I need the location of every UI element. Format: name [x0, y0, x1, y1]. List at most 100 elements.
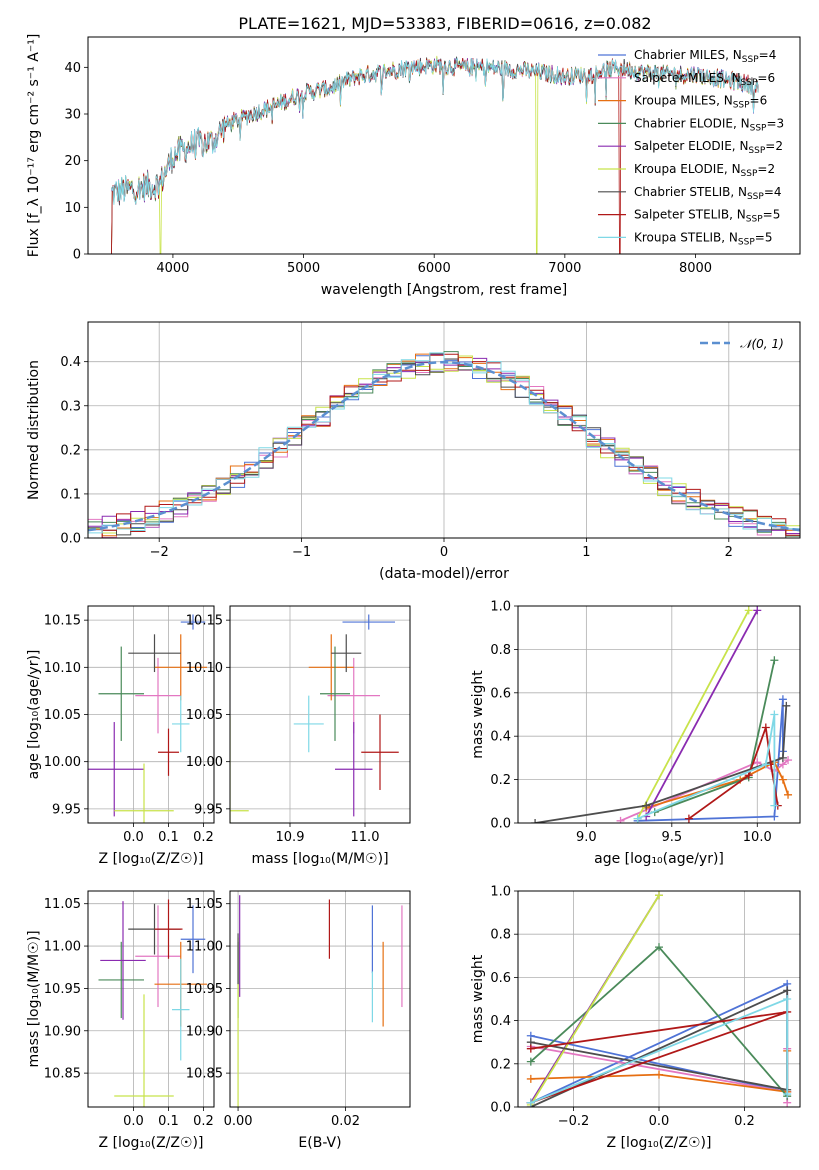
- x-tick-label: 4000: [156, 261, 189, 276]
- legend-name: Chabrier MILES: [634, 48, 725, 62]
- legend-nssp: 3: [777, 116, 785, 130]
- panel-spectrum: 4000 5000 6000 7000 8000 0 10 20 30 40 wavelength …: [26, 34, 801, 298]
- y-tick-label: 30: [64, 108, 81, 123]
- y-tick-label: 0: [73, 248, 81, 263]
- legend-n-label: ,: [733, 116, 741, 130]
- axes-frame: [87, 890, 215, 1108]
- y-tick-label: 0.0: [60, 532, 81, 547]
- weight-line: [534, 705, 788, 823]
- panel-weight-vs-age: 9.0 9.5 10.0 0.0 0.2 0.4 0.6 0.8 1.0 age [log₁₀(a…: [470, 600, 801, 867]
- legend-name: Salpeter STELIB: [634, 208, 729, 222]
- y-tick-label: 0.6: [490, 686, 511, 701]
- weight-marker: [770, 812, 779, 821]
- plot-area: [98, 899, 207, 1107]
- x-axis-label: age [log₁₀(age/yr)]: [594, 851, 724, 867]
- weight-marker: [783, 995, 792, 1003]
- legend-nssp: 5: [765, 230, 773, 244]
- legend-n: N: [738, 185, 747, 199]
- y-tick-label: 0.4: [60, 355, 81, 370]
- spectrum-line: [111, 55, 759, 254]
- y-axis-label: Flux [f_λ 10⁻¹⁷ erg cm⁻² s⁻¹ A⁻¹]: [26, 34, 42, 258]
- y-tick-label: 11.00: [44, 940, 81, 955]
- weight-marker: [784, 756, 793, 765]
- legend-n: N: [724, 94, 733, 108]
- plot-area: [230, 614, 399, 823]
- legend-n-label: ,: [724, 71, 732, 85]
- weight-marker: [782, 701, 791, 710]
- legend-entry: Salpeter MILES, NSSP=6: [634, 71, 775, 88]
- weight-marker: [753, 758, 762, 767]
- y-tick-label: 0.4: [490, 1014, 511, 1029]
- x-axis-label: mass [log₁₀(M/M☉)]: [251, 851, 388, 867]
- x-tick-label: 0.02: [331, 1114, 360, 1129]
- x-tick-label: 0.2: [193, 1114, 214, 1129]
- x-axis-label: (data-model)/error: [379, 566, 509, 582]
- y-axis-label: mass weight: [470, 954, 486, 1043]
- x-tick-label: −1: [292, 545, 311, 560]
- y-tick-label: 11.05: [186, 897, 223, 912]
- legend-n: N: [729, 230, 738, 244]
- legend-entry: Kroupa STELIB, NSSP=5: [634, 230, 772, 247]
- legend-name: Salpeter MILES: [634, 71, 724, 85]
- x-tick-label: 1: [582, 545, 590, 560]
- x-axis-label: Z [log₁₀(Z/Z☉)]: [99, 1135, 204, 1151]
- y-tick-label: 10.85: [186, 1067, 223, 1082]
- y-tick-label: 1.0: [490, 885, 511, 900]
- plot-area: [88, 614, 207, 823]
- weight-marker: [684, 814, 693, 823]
- weight-marker: [655, 1070, 663, 1079]
- histogram-steps: [88, 355, 800, 534]
- legend-n-sub: SSP: [733, 101, 750, 111]
- x-tick-label: 0.2: [734, 1114, 755, 1129]
- x-tick-label: 10.0: [743, 830, 772, 845]
- y-tick-label: 0.0: [490, 1101, 511, 1116]
- x-axis-label: wavelength [Angstrom, rest frame]: [321, 282, 567, 298]
- y-tick-label: 10.05: [44, 708, 81, 723]
- legend-n-label: ,: [730, 185, 738, 199]
- legend-n-label: ,: [732, 139, 740, 153]
- y-tick-label: 10.10: [44, 661, 81, 676]
- weight-marker: [770, 656, 779, 665]
- legend-n-label: ,: [724, 162, 732, 176]
- y-tick-label: 11.05: [44, 897, 81, 912]
- x-tick-label: 7000: [548, 261, 581, 276]
- x-tick-label: 0.0: [123, 1114, 144, 1129]
- x-axis-label: Z [log₁₀(Z/Z☉)]: [99, 851, 204, 867]
- axes-frame: [87, 605, 215, 824]
- y-tick-label: 10.15: [44, 614, 81, 629]
- panel-residuals: −2 −1 0 1 2 0.0 0.1 0.2 0.3 0.4 (data-model)/error…: [26, 321, 801, 582]
- legend-eq: =: [763, 208, 773, 222]
- legend-entry: Chabrier ELODIE, NSSP=3: [634, 116, 784, 133]
- y-axis-label: mass weight: [470, 670, 486, 759]
- axes-frame: [517, 890, 801, 1108]
- y-tick-label: 10: [64, 201, 81, 216]
- legend-nssp: 6: [767, 71, 775, 85]
- axes-frame: [229, 605, 411, 824]
- y-tick-label: 10.90: [186, 1024, 223, 1039]
- plot-area: [531, 606, 793, 823]
- legend-nssp: 2: [775, 139, 783, 153]
- legend-name: Kroupa ELODIE: [634, 162, 724, 176]
- x-tick-label: 0.0: [649, 1114, 670, 1129]
- y-tick-label: 10.85: [44, 1067, 81, 1082]
- y-tick-label: 0.6: [490, 971, 511, 986]
- legend-n-sub: SSP: [750, 123, 767, 133]
- legend-n-sub: SSP: [742, 55, 759, 65]
- legend-entry: Salpeter STELIB, NSSP=5: [634, 208, 780, 225]
- weight-marker: [526, 1057, 535, 1066]
- legend-nssp: 5: [773, 208, 781, 222]
- y-tick-label: 10.00: [186, 755, 223, 770]
- weight-marker: [526, 1044, 535, 1053]
- legend-n: N: [732, 162, 741, 176]
- legend-n-sub: SSP: [741, 78, 758, 88]
- panel-mass-vs-EBV: 0.00 0.02 10.85 10.90 10.95 11.00 11.05 E(B-V): [186, 890, 411, 1151]
- legend-nssp: 4: [774, 185, 782, 199]
- legend-eq: =: [759, 48, 769, 62]
- legend-name: Chabrier STELIB: [634, 185, 730, 199]
- x-tick-label: 0.0: [123, 830, 144, 845]
- legend-name: Salpeter ELODIE: [634, 139, 732, 153]
- panel-mass-vs-Z: 0.0 0.1 0.2 10.85 10.90 10.95 11.00 11.05 Z [log…: [26, 890, 215, 1151]
- x-axis-label: E(B-V): [298, 1135, 341, 1151]
- legend-n-sub: SSP: [741, 169, 758, 179]
